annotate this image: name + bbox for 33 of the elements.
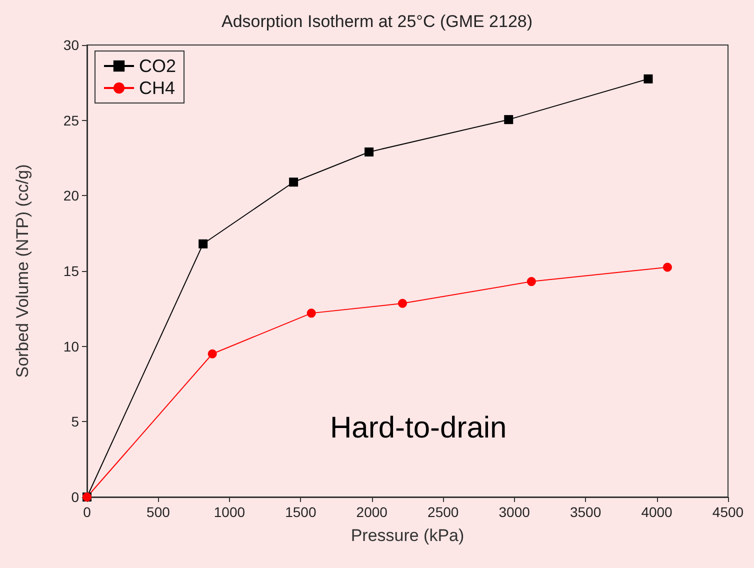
legend-label: CO2 (139, 56, 176, 76)
point (398, 298, 408, 308)
point (198, 239, 208, 248)
x-tick-label: 2500 (428, 504, 459, 520)
x-tick-label: 4500 (712, 504, 744, 520)
y-tick-label: 5 (71, 414, 80, 430)
y-tick-label: 25 (63, 112, 80, 128)
x-tick-label: 3500 (570, 504, 602, 520)
legend-label: CH4 (139, 78, 176, 98)
x-tick-label: 3000 (498, 504, 530, 520)
point (644, 74, 653, 84)
point (364, 147, 374, 156)
x-tick-label: 1500 (285, 504, 316, 520)
point (289, 178, 298, 187)
x-tick-label: 2000 (356, 504, 388, 520)
x-tick-label: 4000 (641, 504, 673, 520)
chart-title: Adsorption Isotherm at 25°C (GME 2128) (221, 12, 533, 31)
x-tick-label: 0 (83, 504, 92, 520)
y-axis-title: Sorbed Volume (NTP) (cc/g) (13, 164, 32, 378)
point (306, 308, 316, 318)
y-tick-label: 30 (63, 37, 80, 53)
y-tick-label: 20 (63, 188, 80, 204)
point (662, 262, 672, 272)
y-tick-label: 15 (63, 263, 80, 279)
x-tick-label: 500 (146, 504, 170, 520)
point (208, 349, 217, 358)
y-tick-label: 10 (63, 338, 80, 354)
y-tick-label: 0 (71, 489, 80, 505)
x-axis-title: Pressure (kPa) (350, 526, 464, 545)
annotation: Hard-to-drain (330, 412, 507, 444)
x-tick-label: 1000 (214, 504, 246, 520)
point (526, 277, 536, 286)
point (504, 115, 514, 124)
